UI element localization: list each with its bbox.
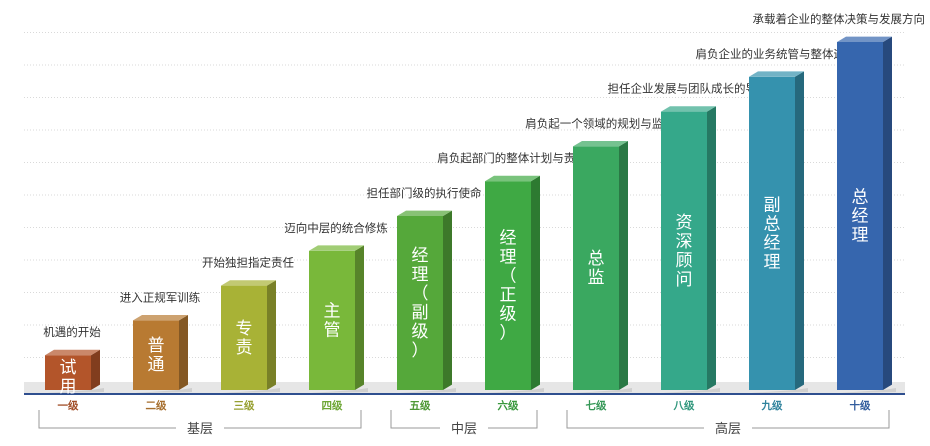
bar-side [91, 349, 100, 390]
bar-4: 主管 迈向中层的统合修炼 [284, 221, 388, 393]
bar-front [485, 181, 531, 390]
bar-label: 专责 [236, 319, 253, 358]
group-label: 基层 [187, 422, 213, 437]
bar-top [837, 36, 892, 42]
bar-description: 肩负起一个领域的规划与监管 [525, 116, 675, 130]
bracket-label-bg [176, 420, 224, 436]
bar-description: 肩负企业的业务统管与整体运营 [696, 47, 857, 61]
bar-shadow [399, 388, 456, 393]
level-label: 九级 [761, 399, 783, 412]
bars: 试用机遇的开始普通进入正规军训练专责开始独担指定责任主管迈向中层的统合修炼经理（… [43, 12, 925, 397]
bar-10: 总经理 承载着企业的整体决策与发展方向 [753, 12, 926, 393]
bar-label: 普通 [148, 336, 165, 375]
group-brackets: 基层 中层 高层 [38, 410, 890, 437]
bar-front [45, 355, 91, 390]
bar-description: 进入正规军训练 [120, 290, 201, 304]
bar-description: 迈向中层的统合修炼 [284, 221, 388, 235]
bar-description: 机遇的开始 [43, 325, 101, 339]
bar-top [45, 349, 100, 356]
group-bracket: 基层 [38, 410, 362, 437]
group-label: 中层 [451, 422, 477, 437]
bar-front [397, 216, 443, 390]
level-label: 六级 [498, 399, 519, 412]
level-label: 八级 [673, 399, 695, 412]
bar-top [309, 245, 364, 251]
bar-top [133, 315, 188, 321]
bracket-label-bg [440, 420, 488, 436]
bar-shadow [663, 388, 720, 393]
bracket-label-bg [704, 420, 752, 436]
x-axis: 一级 二级 三级 四级 五级 六级 七级 八级 九级 十级 [58, 399, 871, 412]
bar-2: 普通 进入正规军训练 [120, 290, 201, 393]
bar-top [573, 141, 628, 147]
bar-label: 主管 [324, 301, 341, 340]
bar-description: 承载着企业的整体决策与发展方向 [753, 12, 926, 26]
bar-description: 开始独担指定责任 [202, 256, 294, 270]
bar-top [749, 71, 804, 77]
bar-side [531, 175, 540, 390]
level-label: 十级 [850, 399, 871, 412]
bar-shadow [575, 388, 632, 393]
bar-side [883, 36, 892, 390]
bar-label: 副总经理 [764, 195, 781, 272]
bar-front [573, 146, 619, 390]
bar-front [309, 250, 355, 390]
bar-9: 副总经理 肩负企业的业务统管与整体运营 [696, 47, 857, 393]
group-bracket: 高层 [566, 410, 890, 437]
group-label: 高层 [715, 421, 741, 437]
bar-side [707, 106, 716, 390]
bar-description: 担任部门级的执行使命 [367, 186, 482, 200]
bar-label: 总监 [588, 249, 605, 288]
level-label: 一级 [58, 399, 79, 412]
bar-description: 肩负起部门的整体计划与责任 [437, 151, 587, 165]
bar-side [179, 315, 188, 390]
bar-label: 试用 [60, 358, 77, 397]
level-label: 七级 [586, 399, 607, 412]
bar-side [619, 141, 628, 390]
bar-label: 资深顾问 [676, 213, 693, 290]
bar-front [221, 285, 267, 390]
level-label: 四级 [322, 399, 343, 412]
bar-label: 经理（正级） [500, 229, 517, 344]
bar-front [133, 320, 179, 390]
bar-shadow [751, 388, 808, 393]
bar-side [443, 210, 452, 390]
bar-front [749, 76, 795, 391]
bar-8: 资深顾问 担任企业发展与团队成长的导师 [608, 82, 769, 393]
bar-top [661, 106, 716, 112]
bar-side [355, 245, 364, 390]
bar-front [837, 42, 883, 390]
bar-side [795, 71, 804, 391]
bar-1: 试用 机遇的开始 [43, 325, 104, 397]
bar-top [397, 210, 452, 216]
bar-7: 总监 肩负起一个领域的规划与监管 [525, 116, 675, 393]
bar-shadow [311, 388, 368, 393]
bar-shadow [487, 388, 544, 393]
bar-shadow [223, 388, 280, 393]
bar-shadow [135, 388, 192, 393]
bar-label: 总经理 [852, 188, 869, 246]
bar-top [221, 280, 276, 286]
bar-front [661, 111, 707, 390]
bar-5: 经理（副级） 担任部门级的执行使命 [367, 186, 482, 393]
bar-6: 经理（正级） 肩负起部门的整体计划与责任 [437, 151, 587, 393]
bar-description: 担任企业发展与团队成长的导师 [608, 82, 769, 96]
level-label: 五级 [410, 399, 431, 412]
level-label: 三级 [234, 399, 255, 412]
group-bracket: 中层 [390, 410, 538, 437]
bar-3: 专责 开始独担指定责任 [202, 256, 294, 393]
bar-shadow [47, 388, 104, 393]
bar-top [485, 175, 540, 182]
bar-side [267, 280, 276, 390]
bar-label: 经理（副级） [412, 246, 429, 361]
level-label: 二级 [146, 399, 167, 412]
bar-shadow [839, 388, 896, 393]
